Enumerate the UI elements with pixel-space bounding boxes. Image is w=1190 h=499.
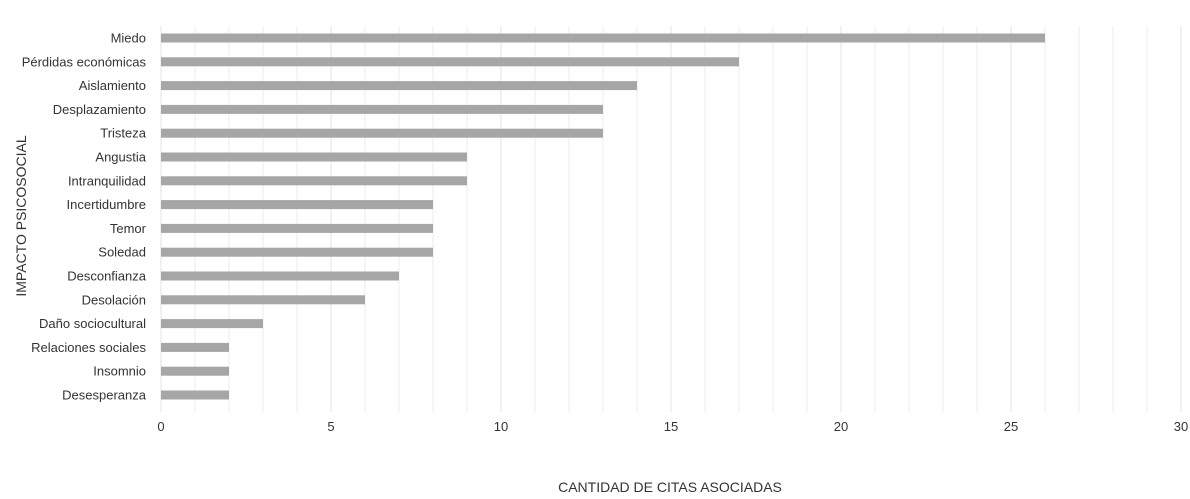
category-label: Angustia: [95, 150, 146, 165]
bar: [161, 271, 399, 281]
category-label: Relaciones sociales: [31, 340, 146, 355]
grid-lines: [160, 26, 1182, 412]
category-label: Soledad: [98, 245, 146, 260]
x-tick-label: 20: [834, 419, 848, 434]
bars: [161, 33, 1045, 400]
x-tick-label: 0: [157, 419, 164, 434]
category-label: Aislamiento: [79, 78, 146, 93]
category-label: Pérdidas económicas: [22, 54, 147, 69]
bar: [161, 319, 263, 329]
category-label: Desesperanza: [62, 388, 147, 403]
x-axis-title: CANTIDAD DE CITAS ASOCIADAS: [558, 479, 782, 495]
bar: [161, 128, 603, 138]
category-label: Miedo: [111, 31, 146, 46]
bar: [161, 390, 229, 400]
category-label: Temor: [110, 221, 147, 236]
bar: [161, 104, 603, 114]
x-tick-label: 15: [664, 419, 678, 434]
x-tick-label: 30: [1174, 419, 1188, 434]
bar: [161, 200, 433, 210]
x-tick-labels: 0 5 10 15 20 25 30: [157, 419, 1188, 434]
bar: [161, 247, 433, 257]
category-labels: Miedo Pérdidas económicas Aislamiento Despl…: [22, 31, 147, 403]
bar: [161, 366, 229, 376]
x-tick-label: 10: [494, 419, 508, 434]
category-label: Insomnio: [93, 364, 146, 379]
category-label: Incertidumbre: [67, 197, 146, 212]
category-label: Desconfianza: [67, 269, 147, 284]
category-label: Desplazamiento: [53, 102, 146, 117]
bar: [161, 57, 739, 67]
bar: [161, 81, 637, 91]
bar: [161, 295, 365, 305]
x-tick-label: 25: [1004, 419, 1018, 434]
bar: [161, 176, 467, 186]
x-tick-label: 5: [327, 419, 334, 434]
category-label: Tristeza: [100, 126, 147, 141]
bar: [161, 33, 1045, 43]
y-axis-title: IMPACTO PSICOSOCIAL: [13, 135, 29, 297]
bar: [161, 152, 467, 162]
category-label: Desolación: [82, 292, 146, 307]
category-label: Intranquilidad: [68, 173, 146, 188]
category-label: Daño sociocultural: [39, 316, 146, 331]
bar: [161, 342, 229, 352]
bar: [161, 223, 433, 233]
